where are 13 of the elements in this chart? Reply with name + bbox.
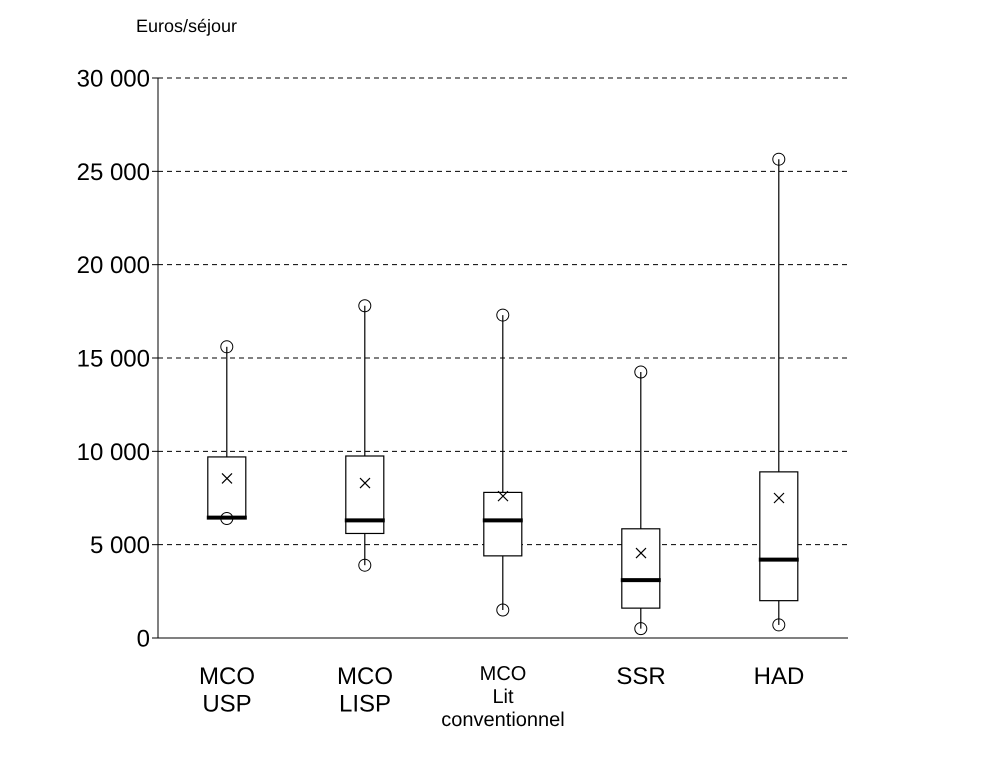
x-tick-label: MCO USP <box>199 663 255 718</box>
y-tick-label: 0 <box>136 626 150 653</box>
x-tick-label: MCO LISP <box>337 663 393 718</box>
y-tick-label: 25 000 <box>76 158 150 186</box>
y-tick-label: 15 000 <box>76 346 150 373</box>
y-tick-label: 20 000 <box>76 252 150 280</box>
y-tick-label: 5 000 <box>90 532 150 560</box>
x-tick-label: HAD <box>754 663 804 690</box>
y-tick-label: 30 000 <box>76 66 150 93</box>
x-tick-label: SSR <box>616 663 666 690</box>
y-tick-label: 10 000 <box>76 438 150 466</box>
y-axis-title: Euros/séjour <box>136 16 238 37</box>
x-tick-label: MCO Lit conventionnel <box>441 663 565 731</box>
